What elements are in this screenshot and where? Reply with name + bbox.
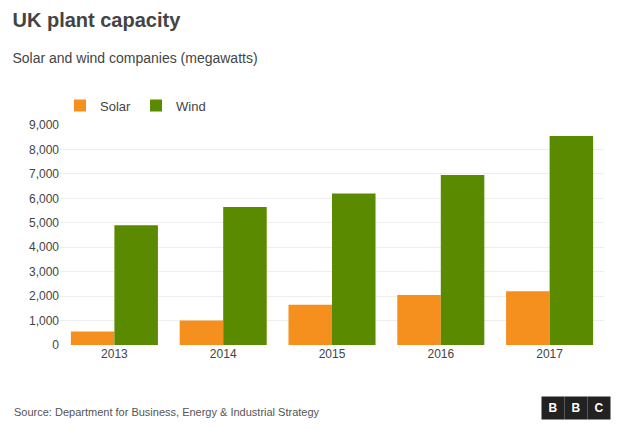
svg-text:8,000: 8,000 [29, 143, 59, 157]
svg-text:2013: 2013 [101, 347, 128, 361]
svg-text:2,000: 2,000 [29, 289, 59, 303]
svg-text:2016: 2016 [427, 347, 454, 361]
svg-text:Source: Department for Busines: Source: Department for Business, Energy … [14, 406, 320, 418]
svg-text:0: 0 [52, 338, 59, 352]
svg-text:B: B [572, 401, 581, 415]
svg-text:Solar and wind companies (mega: Solar and wind companies (megawatts) [12, 50, 257, 66]
svg-text:2015: 2015 [319, 347, 346, 361]
svg-text:3,000: 3,000 [29, 265, 59, 279]
svg-text:UK plant capacity: UK plant capacity [12, 9, 181, 31]
svg-text:6,000: 6,000 [29, 192, 59, 206]
svg-text:1,000: 1,000 [29, 314, 59, 328]
svg-text:5,000: 5,000 [29, 216, 59, 230]
svg-text:Wind: Wind [176, 99, 206, 114]
svg-text:9,000: 9,000 [29, 118, 59, 132]
svg-text:7,000: 7,000 [29, 167, 59, 181]
svg-text:C: C [595, 401, 604, 415]
svg-text:Solar: Solar [100, 99, 131, 114]
svg-text:4,000: 4,000 [29, 240, 59, 254]
svg-text:2017: 2017 [536, 347, 563, 361]
svg-text:B: B [549, 401, 558, 415]
svg-text:2014: 2014 [210, 347, 237, 361]
